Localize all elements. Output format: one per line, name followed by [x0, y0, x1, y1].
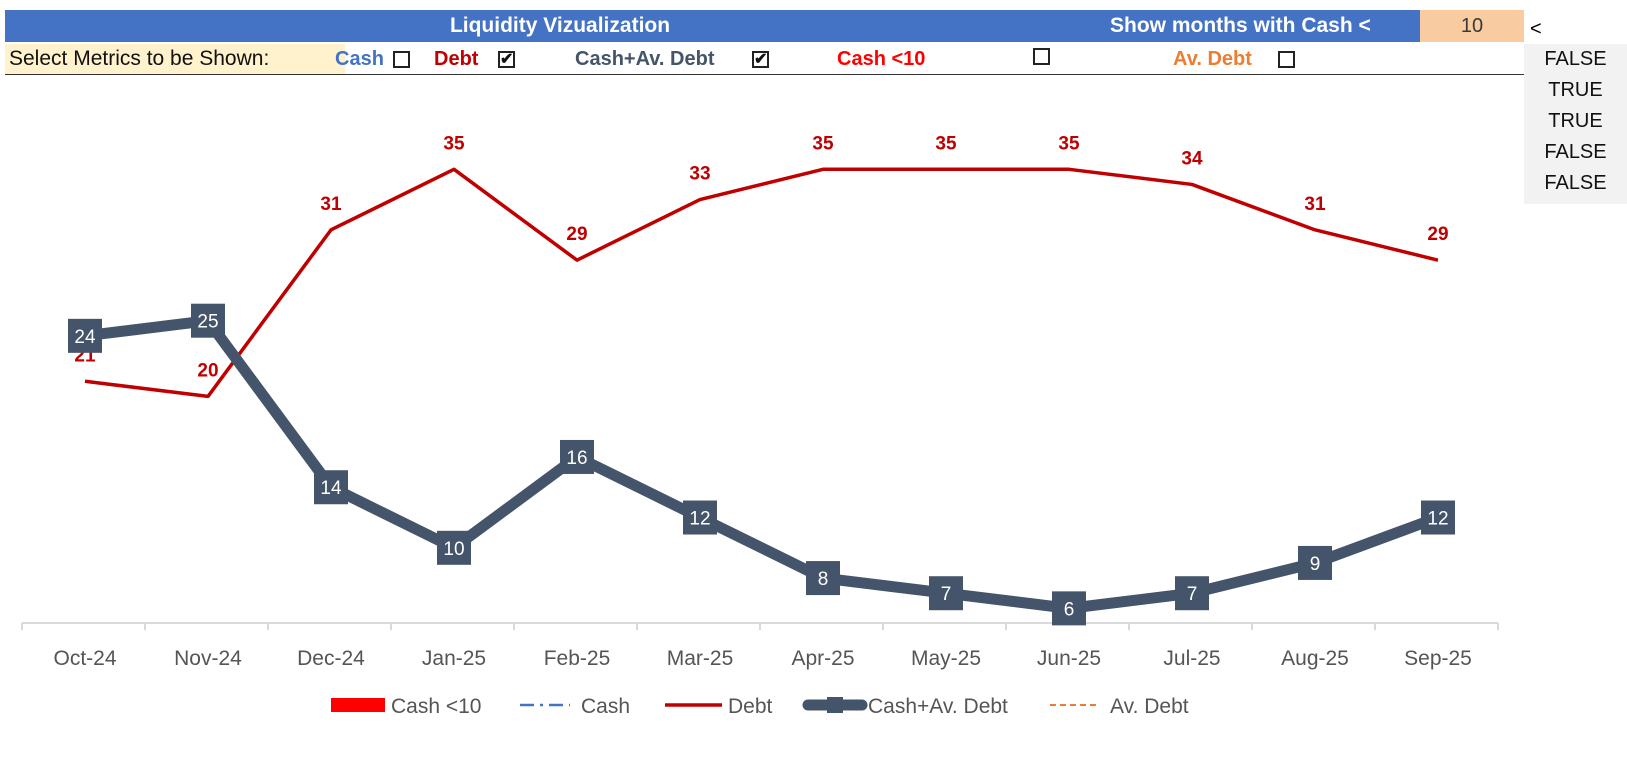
data-point-cash-av-debt: [68, 318, 102, 353]
data-label-debt: 34: [1181, 148, 1203, 169]
data-point-cash-av-debt: [437, 530, 471, 565]
x-tick-label: Jun-25: [1037, 647, 1101, 670]
series-line-cash-av-debt: [84, 315, 1440, 614]
data-point-cash-av-debt: [560, 439, 594, 474]
metric-low-cash-label: Cash <10: [837, 48, 926, 70]
data-label-cash-av-debt: 12: [1427, 509, 1448, 530]
metrics-label: Select Metrics to be Shown:: [5, 44, 345, 74]
data-point-cash-av-debt: [1421, 500, 1455, 535]
data-label-cash-av-debt: 7: [1187, 584, 1198, 605]
data-label-debt: 29: [566, 224, 587, 245]
x-tick-label: Apr-25: [791, 647, 854, 670]
data-point-cash-av-debt: [191, 303, 225, 338]
threshold-sign: <: [1530, 18, 1542, 40]
legend-marker-cash-av-debt: [827, 697, 843, 713]
data-label-debt: 31: [1304, 194, 1326, 215]
data-label-cash-av-debt: 10: [443, 539, 464, 560]
data-point-cash-av-debt: [929, 576, 963, 611]
x-tick-label: Oct-24: [53, 647, 116, 670]
data-point-cash-av-debt: [1298, 545, 1332, 580]
data-label-debt: 20: [197, 360, 218, 381]
data-label-debt: 31: [320, 194, 342, 215]
x-tick-label: Aug-25: [1281, 647, 1349, 670]
x-tick-label: Jul-25: [1163, 647, 1220, 670]
data-label-debt: 35: [443, 133, 465, 154]
x-tick-label: May-25: [911, 647, 981, 670]
metric-combo-checkbox[interactable]: ✔: [752, 51, 769, 68]
data-label-debt: 35: [935, 133, 957, 154]
helper-value: TRUE: [1548, 79, 1603, 101]
metrics-selector: Select Metrics to be Shown: Cash Debt ✔ …: [5, 44, 1524, 75]
data-label-debt: 33: [689, 164, 710, 185]
x-tick-label: Dec-24: [297, 647, 365, 670]
data-point-cash-av-debt: [314, 470, 348, 505]
helper-value: TRUE: [1548, 110, 1603, 132]
data-label-cash-av-debt: 14: [320, 478, 342, 499]
x-tick-label: Jan-25: [422, 647, 486, 670]
legend-label-cash-low: Cash <10: [391, 695, 481, 718]
metric-av-debt-label: Av. Debt: [1173, 48, 1252, 70]
data-label-cash-av-debt: 9: [1310, 554, 1321, 575]
data-label-cash-av-debt: 16: [566, 448, 587, 469]
metric-cash-label: Cash: [335, 48, 384, 70]
data-point-cash-av-debt: [806, 561, 840, 596]
data-label-debt: 29: [1427, 224, 1448, 245]
legend-label-cash: Cash: [581, 695, 630, 718]
data-label-cash-av-debt: 8: [818, 569, 829, 590]
data-label-cash-av-debt: 7: [941, 584, 952, 605]
data-label-debt: 35: [1058, 133, 1080, 154]
data-point-cash-av-debt: [1052, 591, 1086, 626]
threshold-label: Show months with Cash <: [1110, 14, 1371, 37]
metric-combo-label: Cash+Av. Debt: [575, 48, 715, 70]
x-tick-label: Sep-25: [1404, 647, 1472, 670]
helper-values-column: FALSE TRUE TRUE FALSE FALSE: [1524, 44, 1627, 204]
metric-debt-label: Debt: [434, 48, 479, 70]
metric-av-debt-checkbox[interactable]: [1278, 51, 1295, 68]
threshold-input[interactable]: 10: [1420, 10, 1524, 42]
data-label-cash-av-debt: 25: [197, 312, 218, 333]
data-label-cash-av-debt: 24: [74, 327, 96, 348]
data-label-cash-av-debt: 6: [1064, 599, 1075, 620]
metric-debt-checkbox[interactable]: ✔: [498, 51, 515, 68]
page-title: Liquidity Vizualization: [449, 14, 671, 37]
legend-label-cash-av-debt: Cash+Av. Debt: [868, 695, 1008, 718]
legend-label-av-debt: Av. Debt: [1110, 695, 1189, 718]
data-point-cash-av-debt: [1175, 576, 1209, 611]
helper-value: FALSE: [1544, 48, 1607, 70]
helper-value: FALSE: [1544, 141, 1607, 163]
data-point-cash-av-debt: [683, 500, 717, 535]
series-line-debt: [84, 167, 1439, 399]
metric-low-cash-checkbox[interactable]: [1033, 48, 1050, 65]
metric-cash-checkbox[interactable]: [393, 51, 410, 68]
legend-label-debt: Debt: [728, 695, 773, 718]
data-label-debt: 35: [812, 133, 834, 154]
x-tick-label: Nov-24: [174, 647, 242, 670]
legend-swatch-cash-low: [331, 698, 385, 712]
helper-value: FALSE: [1544, 172, 1607, 194]
data-label-cash-av-debt: 12: [689, 509, 710, 530]
x-tick-label: Feb-25: [544, 647, 611, 670]
title-bar: Liquidity Vizualization Show months with…: [5, 10, 1524, 42]
x-tick-label: Mar-25: [667, 647, 734, 670]
